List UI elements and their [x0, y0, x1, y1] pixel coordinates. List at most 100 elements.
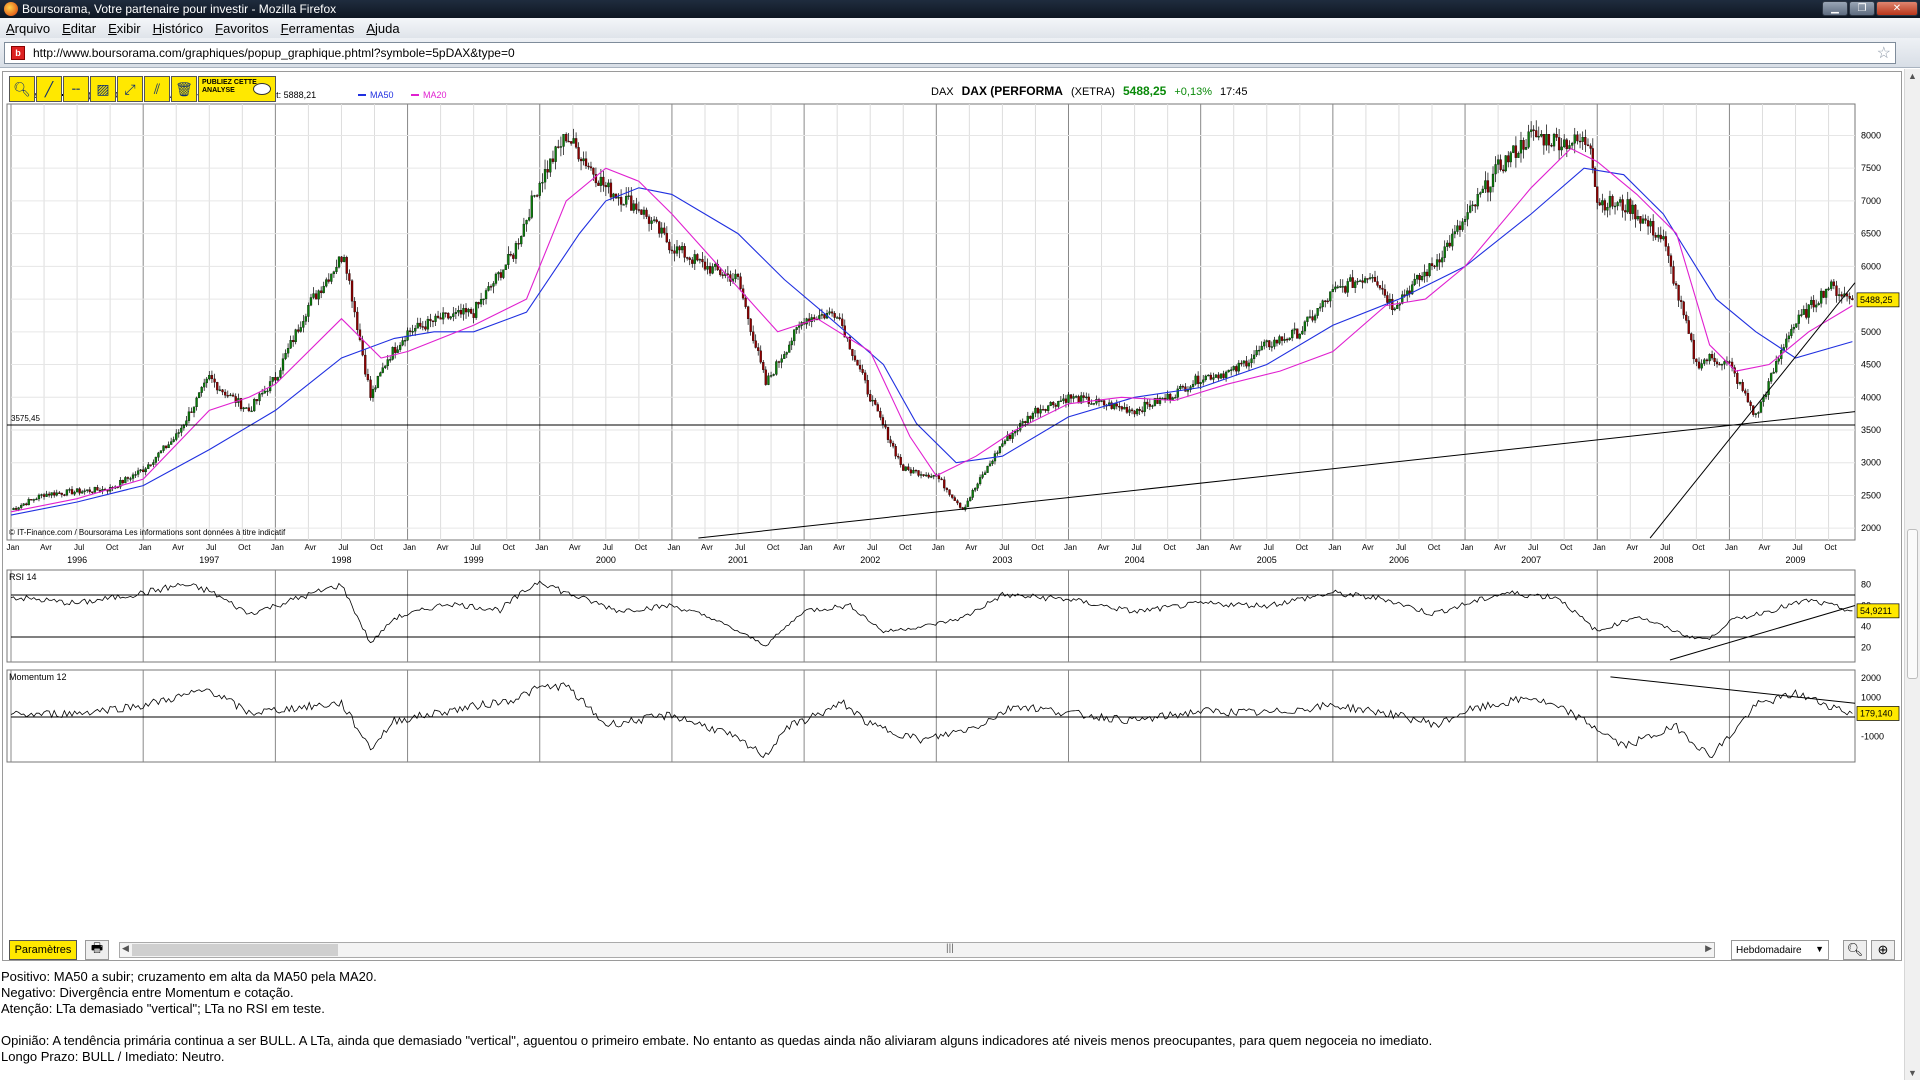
- period-select[interactable]: Hebdomadaire ▼: [1731, 940, 1829, 960]
- channel-tool-icon[interactable]: ▨: [90, 76, 116, 102]
- candle-body: [149, 464, 152, 466]
- candle-body: [1074, 396, 1078, 398]
- candle-body: [394, 347, 397, 353]
- candle-body: [924, 474, 928, 477]
- rsi-tick-label: 20: [1861, 642, 1871, 652]
- scroll-right-icon[interactable]: ▶: [1705, 943, 1712, 953]
- candle-body: [391, 347, 394, 360]
- print-button[interactable]: 🖶︎: [85, 940, 109, 960]
- candle-body: [1639, 216, 1642, 224]
- zoom-tool-icon[interactable]: 🔍︎: [9, 76, 35, 102]
- candle-body: [152, 462, 155, 465]
- rsi-tick-label: 80: [1861, 580, 1871, 590]
- price-tick-label: 7000: [1861, 196, 1881, 206]
- scroll-up-icon[interactable]: ▲: [1908, 71, 1917, 81]
- momentum-tick-label: 2000: [1861, 673, 1881, 683]
- candle-body: [1486, 180, 1490, 193]
- candle-body: [421, 326, 424, 328]
- firefox-icon: [4, 2, 18, 16]
- candle-body: [1810, 300, 1813, 305]
- price-tick-label: 2500: [1861, 490, 1881, 500]
- candle-body: [1685, 314, 1688, 321]
- menu-ferramentas[interactable]: Ferramentas: [280, 20, 355, 36]
- candle-body: [1822, 290, 1825, 298]
- candle-body: [549, 158, 552, 173]
- candle-body: [147, 464, 150, 469]
- candle-body: [1278, 336, 1281, 344]
- candle-body: [197, 392, 201, 399]
- menu-ajuda[interactable]: Ajuda: [366, 20, 400, 36]
- menu-favoritos[interactable]: Favoritos: [215, 20, 269, 36]
- minimize-icon[interactable]: ▁: [1822, 1, 1848, 16]
- candle-body: [1430, 263, 1434, 267]
- long-term-trendline: [698, 411, 1856, 539]
- candle-body: [871, 399, 874, 402]
- candle-body: [927, 474, 930, 478]
- chart-canvas[interactable]: 1996 Jan Avr Jul Oct 1997 Jan Avr Jul Oct 1998 Jan A…: [3, 72, 1903, 934]
- candle-body: [401, 340, 404, 346]
- scroll-thumb[interactable]: [132, 944, 338, 956]
- candle-body: [78, 488, 81, 494]
- publish-analysis-button[interactable]: PUBLIEZ CETTE ANALYSE: [198, 76, 276, 102]
- candle-body: [1181, 386, 1185, 388]
- candle-body: [863, 372, 867, 381]
- candle-body: [1657, 234, 1660, 238]
- menu-historico[interactable]: Histórico: [152, 20, 204, 36]
- candle-body: [1158, 398, 1162, 404]
- horizontal-scrollbar[interactable]: ◀ ||| ▶: [119, 942, 1715, 958]
- parallel-tool-icon[interactable]: ⫽: [144, 76, 170, 102]
- address-bar[interactable]: b http://www.boursorama.com/graphiques/p…: [4, 42, 1896, 64]
- candle-body: [1039, 409, 1042, 414]
- candle-body: [1764, 394, 1768, 398]
- candle-body: [284, 353, 287, 359]
- menu-arquivo[interactable]: Arquivo: [6, 20, 51, 36]
- quote-time: 17:45: [1219, 86, 1248, 98]
- candle-body: [1280, 336, 1284, 341]
- parameters-button[interactable]: Paramètres: [9, 940, 77, 960]
- candle-body: [1754, 413, 1758, 415]
- close-icon[interactable]: ✕: [1876, 1, 1918, 16]
- vertical-scrollbar[interactable]: ▲ ▼: [1904, 69, 1920, 1080]
- navigation-bar: b http://www.boursorama.com/graphiques/p…: [0, 38, 1920, 68]
- candle-body: [464, 308, 468, 313]
- candle-body: [647, 216, 651, 224]
- candle-body: [1016, 430, 1019, 432]
- vertical-scroll-thumb[interactable]: [1907, 529, 1918, 679]
- candle-body: [520, 236, 523, 245]
- menu-editar[interactable]: Editar: [62, 20, 97, 36]
- candle-body: [1800, 314, 1803, 316]
- maximize-icon[interactable]: ❐: [1849, 1, 1875, 16]
- zoom-out-button[interactable]: 🔍︎: [1843, 940, 1867, 960]
- scroll-left-icon[interactable]: ◀: [122, 943, 129, 953]
- candle-body: [1649, 221, 1652, 227]
- month-tick-label: Avr: [833, 543, 845, 552]
- candle-body: [1082, 395, 1085, 398]
- candle-body: [1199, 382, 1202, 384]
- candle-body: [297, 329, 300, 332]
- candle-body: [1687, 320, 1690, 334]
- menu-exibir[interactable]: Exibir: [108, 20, 141, 36]
- month-tick-label: Jan: [932, 543, 945, 552]
- candle-body: [358, 329, 362, 341]
- candle-body: [769, 375, 773, 377]
- horizontal-line-tool-icon[interactable]: ╌: [63, 76, 89, 102]
- candle-body: [1052, 402, 1055, 406]
- trendline-tool-icon[interactable]: ╱: [36, 76, 62, 102]
- address-url[interactable]: http://www.boursorama.com/graphiques/pop…: [33, 46, 515, 60]
- candle-body: [1552, 134, 1556, 147]
- candle-body: [253, 399, 256, 412]
- fibonacci-tool-icon[interactable]: ⤢: [117, 76, 143, 102]
- scroll-down-icon[interactable]: ▼: [1908, 1068, 1917, 1078]
- month-tick-label: Oct: [1428, 543, 1441, 552]
- candle-body: [37, 494, 41, 500]
- candle-body: [27, 499, 30, 506]
- bookmark-star-icon[interactable]: ☆: [1876, 45, 1891, 62]
- candle-body: [522, 223, 526, 237]
- candle-body: [266, 390, 269, 393]
- candle-body: [1537, 136, 1540, 138]
- zoom-in-button[interactable]: ⊕: [1871, 940, 1895, 960]
- candle-body: [25, 503, 28, 506]
- window-controls: ▁ ❐ ✕: [1822, 1, 1918, 16]
- delete-tool-icon[interactable]: 🗑︎: [171, 76, 197, 102]
- candle-body: [609, 182, 613, 198]
